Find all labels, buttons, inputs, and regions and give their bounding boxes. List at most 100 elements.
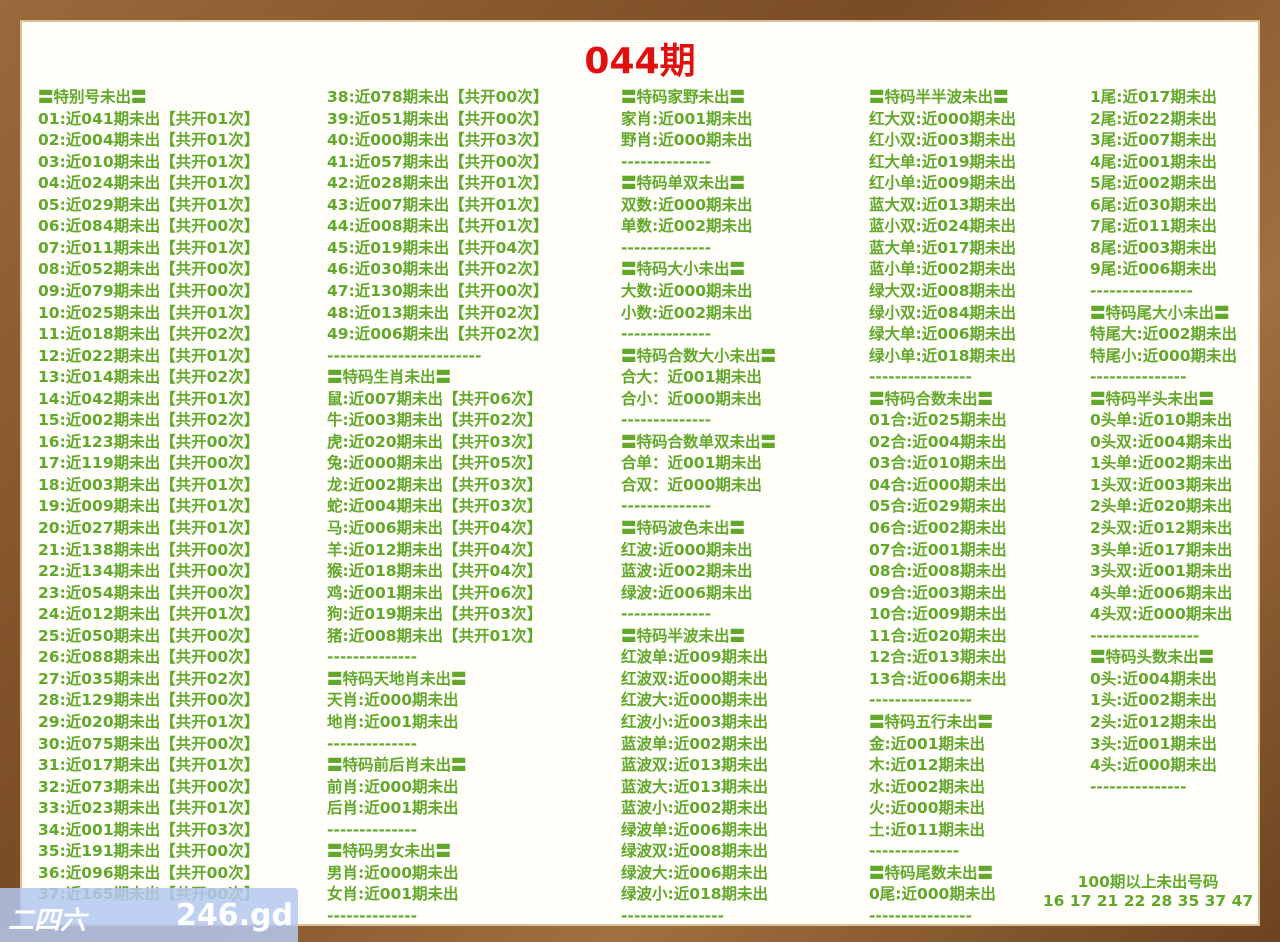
list-line: 3头双:近001期未出 [1090, 562, 1233, 581]
list-line: 44:近008期未出【共开01次】 [327, 217, 549, 236]
list-line: 双数:近000期未出 [621, 195, 753, 214]
list-line: 05:近029期未出【共开01次】 [38, 195, 260, 214]
list-line: 兔:近000期未出【共开05次】 [327, 454, 543, 473]
watermark-site: 246.gd [176, 898, 293, 933]
list-line: 蓝小单:近002期未出 [869, 260, 1017, 279]
list-line: 蓝波单:近002期未出 [621, 734, 769, 753]
list-line: ------------------------ [327, 346, 482, 365]
list-line: 12合:近013期未出 [869, 648, 1007, 667]
list-line: 前肖:近000期未出 [327, 777, 459, 796]
list-line: 女肖:近001期未出 [327, 885, 459, 904]
list-line: 0尾:近000期未出 [869, 885, 996, 904]
list-line: 3头:近001期未出 [1090, 734, 1217, 753]
list-line: 〓特别号未出〓 [38, 88, 147, 106]
list-line: 25:近050期未出【共开00次】 [38, 626, 260, 645]
list-line: 水:近002期未出 [869, 777, 986, 796]
list-line: 10:近025期未出【共开01次】 [38, 303, 260, 322]
list-line: 36:近096期未出【共开00次】 [38, 863, 260, 882]
list-line: 红小单:近009期未出 [869, 174, 1017, 193]
list-line: 单数:近002期未出 [621, 217, 753, 236]
list-line: ---------------- [869, 691, 972, 710]
list-line: 49:近006期未出【共开02次】 [327, 325, 549, 344]
list-line: 鸡:近001期未出【共开06次】 [327, 583, 543, 602]
list-line: 蓝大双:近013期未出 [869, 195, 1017, 214]
list-line: -------------- [869, 842, 960, 861]
list-line: 03合:近010期未出 [869, 454, 1007, 473]
list-line: 04:近024期未出【共开01次】 [38, 174, 260, 193]
list-line: 蓝波:近002期未出 [621, 562, 753, 581]
list-line: 合大：近001期未出 [621, 368, 762, 387]
list-line: 野肖:近000期未出 [621, 131, 753, 150]
list-line: 蓝波大:近013期未出 [621, 777, 769, 796]
list-line: 0头:近004期未出 [1090, 669, 1217, 688]
list-line: 1头双:近003期未出 [1090, 475, 1233, 494]
list-line: 红大单:近019期未出 [869, 152, 1017, 171]
list-line: 蓝波双:近013期未出 [621, 756, 769, 775]
list-line: 02合:近004期未出 [869, 432, 1007, 451]
list-line: 19:近009期未出【共开01次】 [38, 497, 260, 516]
list-line: 43:近007期未出【共开01次】 [327, 195, 549, 214]
list-line: 26:近088期未出【共开00次】 [38, 648, 260, 667]
list-line: 家肖:近001期未出 [621, 109, 753, 128]
list-line: 0头单:近010期未出 [1090, 411, 1233, 430]
list-line: 02:近004期未出【共开01次】 [38, 131, 260, 150]
list-line: 17:近119期未出【共开00次】 [38, 454, 260, 473]
list-line: 〓特码家野未出〓 [621, 88, 746, 106]
list-line: 4头:近000期未出 [1090, 756, 1217, 775]
list-line: 35:近191期未出【共开00次】 [38, 842, 260, 861]
list-line: 03:近010期未出【共开01次】 [38, 152, 260, 171]
list-line: 〓特码尾数未出〓 [869, 863, 994, 882]
list-line: 特尾小:近000期未出 [1090, 346, 1238, 365]
list-line: ---------------- [869, 906, 972, 925]
list-line: 蓝波小:近002期未出 [621, 799, 769, 818]
list-line: 46:近030期未出【共开02次】 [327, 260, 549, 279]
list-line: 34:近001期未出【共开03次】 [38, 820, 260, 839]
list-line: 〓特码五行未出〓 [869, 712, 994, 731]
list-line: 火:近000期未出 [869, 799, 986, 818]
list-line: 3头单:近017期未出 [1090, 540, 1233, 559]
list-line: 红波单:近009期未出 [621, 648, 769, 667]
list-line: 红波大:近000期未出 [621, 691, 769, 710]
list-line: 12:近022期未出【共开01次】 [38, 346, 260, 365]
list-line: 绿大双:近008期未出 [869, 281, 1017, 300]
list-line: 大数:近000期未出 [621, 281, 753, 300]
list-line: 33:近023期未出【共开01次】 [38, 799, 260, 818]
list-line: 〓特码半半波未出〓 [869, 88, 1009, 106]
list-line: 合小：近000期未出 [621, 389, 762, 408]
list-line: 红小双:近003期未出 [869, 131, 1017, 150]
list-line: 38:近078期未出【共开00次】 [327, 88, 549, 106]
list-line: 06合:近002期未出 [869, 519, 1007, 537]
list-line: 06:近084期未出【共开00次】 [38, 217, 260, 236]
list-line: --------------- [1090, 777, 1187, 796]
list-line: 绿小单:近018期未出 [869, 346, 1017, 365]
list-line: 〓特码尾大小未出〓 [1090, 303, 1230, 322]
list-line: 2尾:近022期未出 [1090, 109, 1217, 128]
list-line: 红波:近000期未出 [621, 540, 753, 559]
list-line: 〓特码合数未出〓 [869, 389, 994, 408]
list-line: 蓝大单:近017期未出 [869, 238, 1017, 257]
list-line: 0头双:近004期未出 [1090, 432, 1233, 451]
list-line: 地肖:近001期未出 [327, 712, 459, 731]
list-line: -------------- [621, 497, 712, 516]
list-line: -------------- [621, 411, 712, 430]
list-line: 1头:近002期未出 [1090, 691, 1217, 710]
list-line: 28:近129期未出【共开00次】 [38, 691, 260, 710]
list-line: 〓特码生肖未出〓 [327, 368, 452, 387]
footer-heading: 100期以上未出号码 [1077, 873, 1219, 891]
list-line: 8尾:近003期未出 [1090, 238, 1217, 257]
list-line: 16:近123期未出【共开00次】 [38, 432, 260, 451]
list-line: -------------- [327, 820, 418, 839]
list-line: ----------------- [1090, 626, 1200, 645]
list-line: 05合:近029期未出 [869, 497, 1007, 516]
list-line: 绿小双:近084期未出 [869, 303, 1017, 322]
list-line: 2头单:近020期未出 [1090, 497, 1233, 516]
list-line: 特尾大:近002期未出 [1090, 325, 1238, 344]
list-line: 39:近051期未出【共开00次】 [327, 109, 549, 128]
list-line: -------------- [621, 238, 712, 257]
list-line: 9尾:近006期未出 [1090, 260, 1217, 279]
list-line: ---------------- [1090, 281, 1193, 300]
list-line: 合双：近000期未出 [621, 475, 762, 494]
list-line: 蓝小双:近024期未出 [869, 217, 1017, 236]
